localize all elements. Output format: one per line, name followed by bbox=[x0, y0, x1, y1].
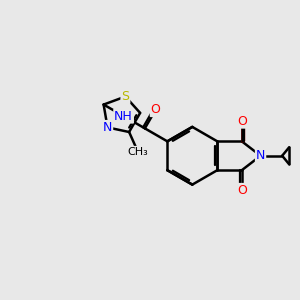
Text: S: S bbox=[122, 90, 129, 103]
Text: NH: NH bbox=[114, 110, 133, 123]
Text: N: N bbox=[256, 149, 265, 162]
Text: CH₃: CH₃ bbox=[128, 147, 148, 157]
Text: N: N bbox=[103, 121, 112, 134]
Text: O: O bbox=[151, 103, 160, 116]
Text: O: O bbox=[237, 184, 247, 197]
Text: O: O bbox=[237, 115, 247, 128]
